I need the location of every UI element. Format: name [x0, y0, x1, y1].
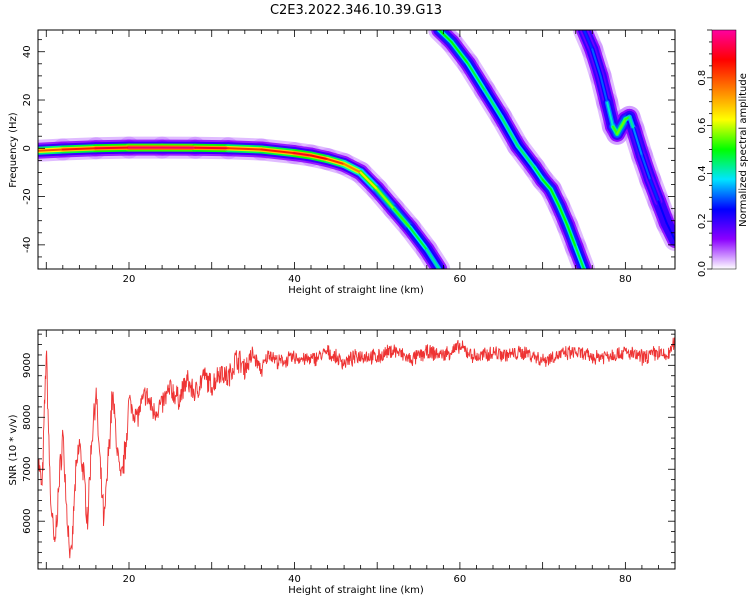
snr-panel: 20 40 60 80 6000 7000 8000 9000 Height of strai…	[8, 329, 676, 596]
spectrogram-segment	[61, 147, 97, 151]
spectrogram-track-3	[573, 30, 675, 252]
spectrogram-segment	[549, 188, 561, 208]
spectrogram-segment	[541, 178, 552, 191]
spectrogram-segment	[583, 30, 594, 51]
y-tick-label: -40	[22, 237, 33, 253]
colorbar-label: Normalized spectral amplitude	[738, 73, 749, 227]
spectrogram-segment	[657, 200, 668, 225]
spectrogram-segment	[359, 171, 379, 191]
spectrogram-segment	[665, 222, 675, 242]
y-tick-label: 40	[22, 45, 33, 58]
spectrogram-segment	[376, 188, 395, 210]
y-tick-label: 20	[22, 94, 33, 107]
spectrogram-segment	[483, 89, 503, 118]
spectrogram-segment	[500, 115, 519, 147]
y-tick-label: 9000	[22, 353, 33, 378]
spectrogram-segment	[649, 178, 660, 203]
spectrogram-segment	[611, 125, 619, 135]
spectrogram-segment	[450, 41, 470, 65]
spectrogram-segment	[467, 62, 486, 92]
spectrogram-ticks	[38, 30, 676, 270]
snr-x-axis-label: Height of straight line (km)	[288, 585, 424, 596]
y-tick-label: 7000	[22, 457, 33, 482]
colorbar: 0.0 0.2 0.4 0.6 0.8 Normalized spectral ampl…	[697, 29, 749, 277]
spectrogram-track-2	[428, 30, 595, 269]
spectrogram-segment	[326, 158, 346, 165]
spectrogram-segment	[392, 207, 412, 229]
colorbar-gradient	[711, 29, 737, 270]
colorbar-tick-label: 0.6	[697, 118, 708, 134]
spectrogram-segment	[516, 144, 536, 169]
y-tick-label: 8000	[22, 405, 33, 430]
colorbar-tick-label: 0.8	[697, 70, 708, 86]
spectrogram-segment	[343, 162, 362, 174]
y-tick-label: 6000	[22, 508, 33, 533]
spectrogram-segment	[38, 148, 64, 152]
spectrogram-segment	[640, 154, 652, 181]
y-tick-label: -20	[22, 188, 33, 204]
x-tick-label: 40	[288, 574, 301, 585]
x-tick-label: 20	[123, 574, 136, 585]
spectrogram-segment	[425, 248, 441, 269]
spectrogram-segment	[94, 146, 130, 150]
spectrogram-segment	[438, 30, 453, 44]
spectrogram-segment	[591, 48, 602, 77]
spectrogram-segment	[620, 118, 627, 128]
spectrogram-segment	[293, 152, 312, 157]
x-tick-label: 40	[288, 274, 301, 285]
colorbar-tick-label: 0.4	[697, 165, 708, 181]
spectrogram-y-axis-label: Frequency (Hz)	[8, 112, 19, 188]
spectrogram-segment	[310, 154, 329, 161]
spectrogram-tick-labels: 20 40 60 80 -40 -20 0 20 40	[22, 45, 632, 285]
x-tick-label: 80	[619, 274, 632, 285]
spectrogram-segment	[574, 246, 585, 269]
spectrogram-frame	[37, 29, 676, 270]
spectrogram-segment	[558, 205, 569, 227]
spectrogram-x-axis-label: Height of straight line (km)	[288, 285, 424, 296]
spectrogram-tracks	[38, 30, 675, 269]
snr-ticks	[38, 330, 676, 569]
spectrogram-segment	[599, 74, 609, 104]
spectrogram-panel: 20 40 60 80 -40 -20 0 20 40 Height of straight l…	[8, 29, 676, 296]
snr-tick-labels: 20 40 60 80 6000 7000 8000 9000	[22, 353, 632, 585]
figure-title: C2E3.2022.346.10.39.G13	[270, 3, 442, 18]
spectrogram-segment	[632, 127, 643, 157]
x-tick-label: 20	[123, 274, 136, 285]
spectrogram-segment	[409, 226, 428, 251]
colorbar-tick-label: 0.0	[697, 261, 708, 277]
x-tick-label: 80	[619, 574, 632, 585]
spectrogram-segment	[628, 115, 635, 130]
spectrogram-segment	[227, 147, 263, 151]
spectrogram-track-1	[38, 136, 451, 269]
y-tick-label: 0	[22, 145, 33, 151]
spectrogram-segment	[616, 125, 623, 135]
colorbar-ticks: 0.0 0.2 0.4 0.6 0.8	[697, 29, 712, 277]
spectrogram-segment	[606, 101, 614, 128]
snr-frame	[37, 329, 676, 570]
spectrogram-segment	[533, 166, 544, 181]
spectrogram-segment	[260, 148, 296, 155]
snr-y-axis-label: SNR (10 * v/v)	[8, 414, 19, 485]
x-tick-label: 60	[454, 274, 467, 285]
snr-series-line	[38, 337, 675, 559]
x-tick-label: 60	[454, 574, 467, 585]
spectrogram-segment	[566, 224, 577, 249]
colorbar-tick-label: 0.2	[697, 213, 708, 229]
